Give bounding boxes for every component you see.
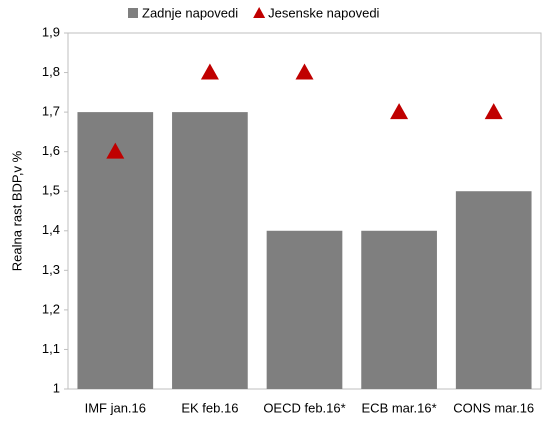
x-tick-label: CONS mar.16 [453, 400, 534, 415]
bar [172, 112, 248, 389]
triangle-marker [484, 103, 503, 120]
legend-swatch [128, 8, 138, 18]
y-tick-label: 1,1 [42, 341, 60, 356]
legend-swatch [253, 7, 266, 18]
y-tick-label: 1,9 [42, 24, 60, 39]
triangle-marker [200, 63, 219, 80]
x-tick-label: EK feb.16 [181, 400, 238, 415]
x-tick-label: IMF jan.16 [85, 400, 146, 415]
y-tick-label: 1,4 [42, 222, 60, 237]
y-tick-label: 1 [53, 380, 60, 395]
bar [266, 230, 343, 389]
y-tick-label: 1,5 [42, 183, 60, 198]
y-tick-label: 1,2 [42, 301, 60, 316]
x-tick-label: OECD feb.16* [263, 400, 345, 415]
triangle-marker [106, 142, 125, 159]
y-axis-label: Realna rast BDP,v % [9, 150, 24, 271]
triangle-marker [295, 63, 314, 80]
bar [455, 191, 532, 389]
bar [361, 230, 437, 389]
triangle-marker [390, 103, 409, 120]
legend-label: Jesenske napovedi [268, 5, 379, 20]
y-tick-label: 1,7 [42, 104, 60, 119]
y-tick-label: 1,8 [42, 64, 60, 79]
legend-label: Zadnje napovedi [142, 5, 238, 20]
y-tick-label: 1,6 [42, 143, 60, 158]
x-tick-label: ECB mar.16* [362, 400, 437, 415]
y-tick-label: 1,3 [42, 262, 60, 277]
